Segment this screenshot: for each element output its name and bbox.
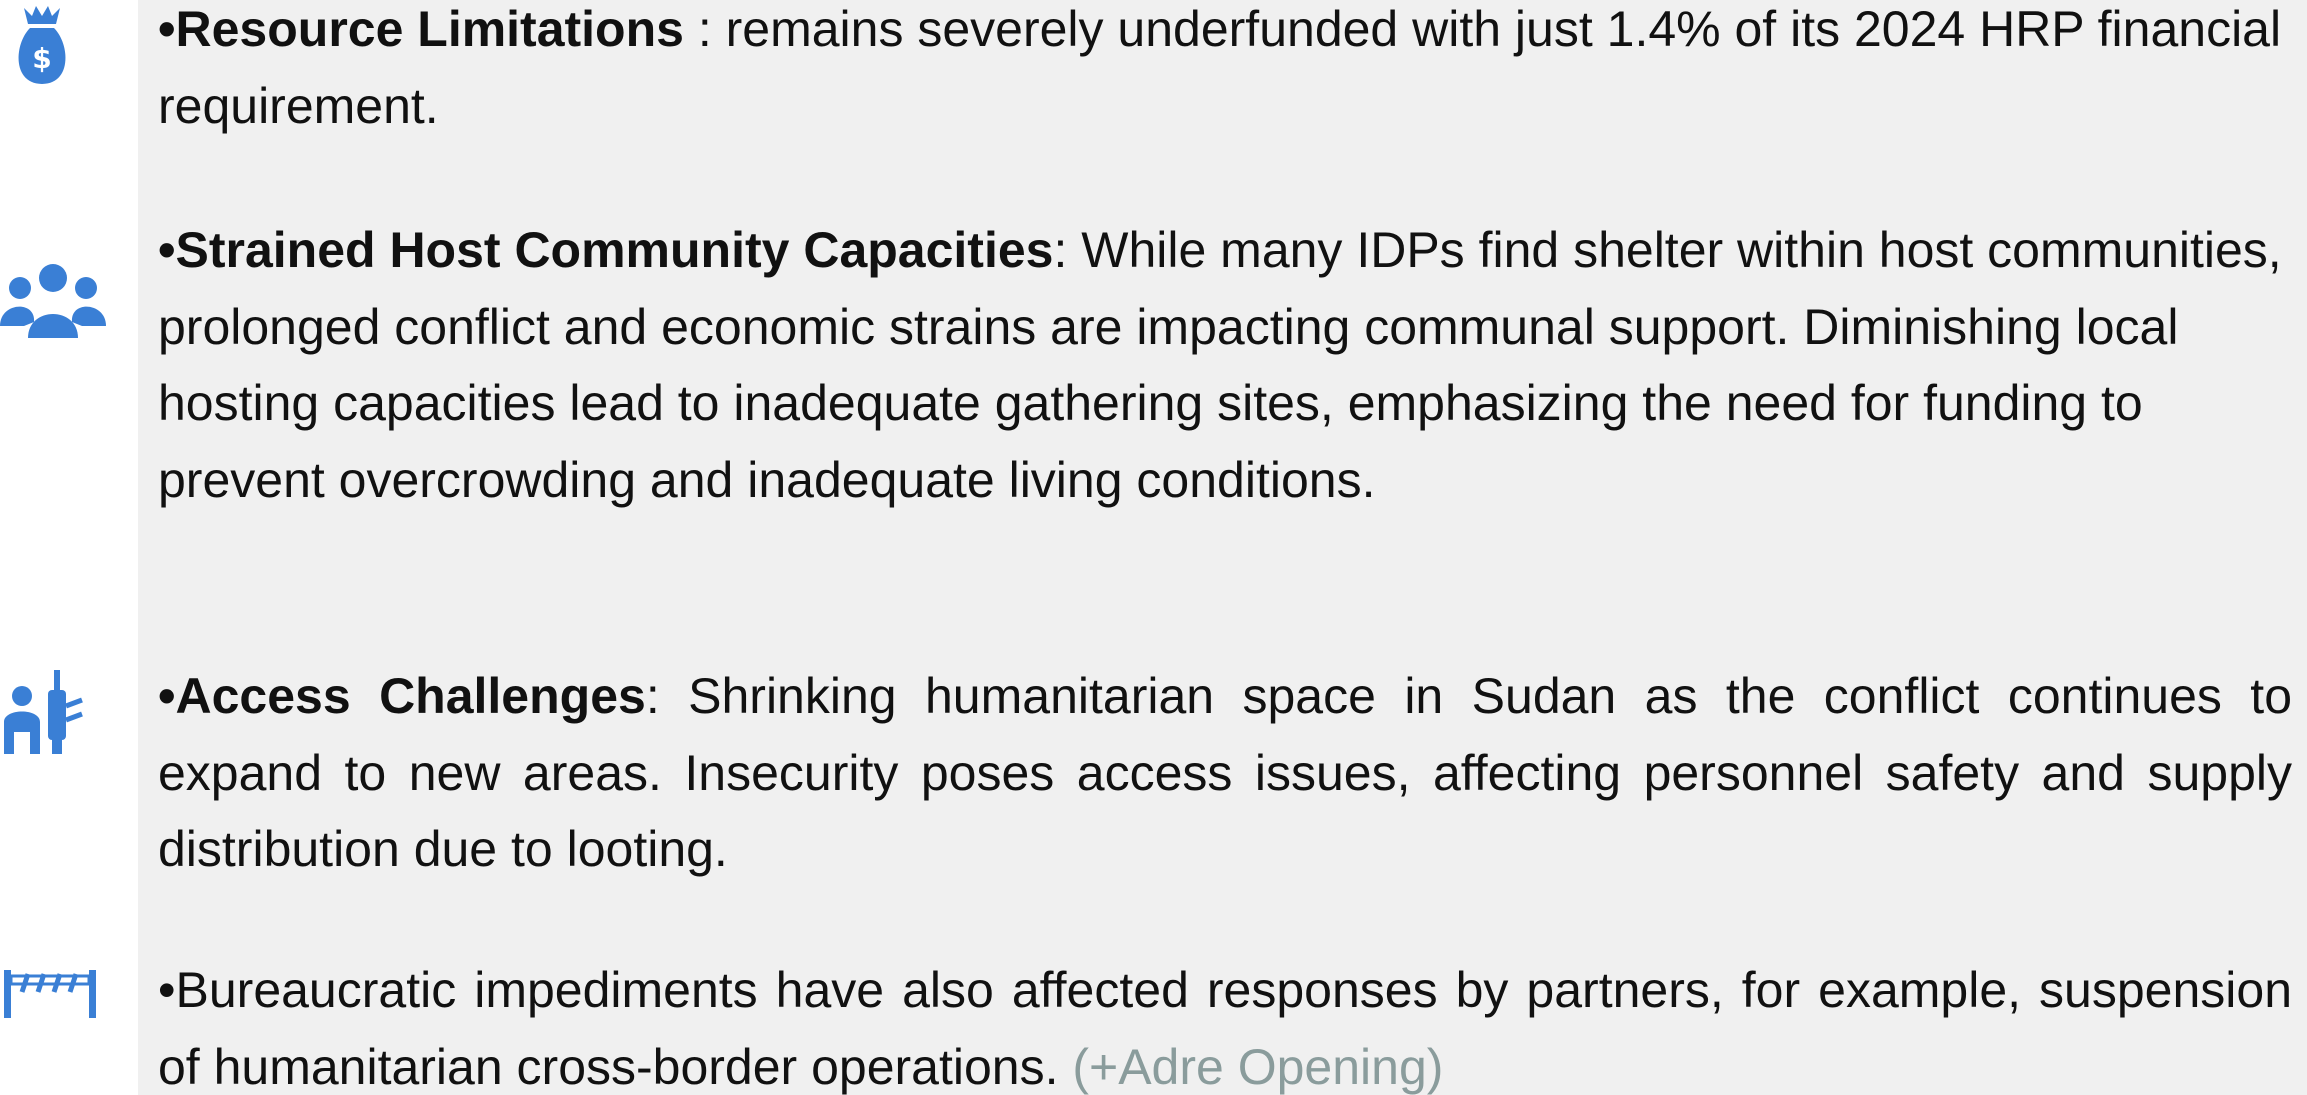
note-text: (+Adre Opening) — [1072, 1038, 1444, 1095]
paragraph-text: : remains severely underfunded with just… — [158, 1, 2282, 134]
soldier-icon — [4, 670, 83, 754]
people-icon — [0, 264, 106, 338]
bullet-paragraph: •Strained Host Community Capacities: Whi… — [158, 212, 2292, 518]
paragraph-text: : While many IDPs find shelter within ho… — [158, 222, 2282, 508]
text-panel — [138, 0, 2307, 1095]
bold-heading: •Strained Host Community Capacities — [158, 222, 1054, 278]
barrier-icon — [4, 970, 96, 1018]
bullet-paragraph: •Bureaucratic impediments have also affe… — [158, 952, 2292, 1095]
paragraph-text: : Shrinking humanitarian space in Sudan … — [158, 668, 2293, 877]
bold-heading: •Access Challenges — [158, 668, 646, 724]
bullet-paragraph: •Access Challenges: Shrinking humanitari… — [158, 658, 2292, 888]
bullet-paragraph: •Resource Limitations : remains severely… — [158, 0, 2292, 144]
paragraph-text: •Bureaucratic impediments have also affe… — [158, 962, 2292, 1095]
money-bag-icon: $ — [18, 6, 66, 84]
svg-text:$: $ — [32, 42, 51, 75]
bold-heading: •Resource Limitations — [158, 1, 684, 57]
